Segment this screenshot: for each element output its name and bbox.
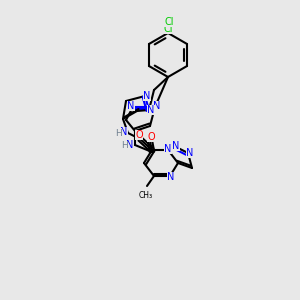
Text: N: N: [120, 127, 128, 137]
Text: N: N: [164, 144, 172, 154]
Text: N: N: [172, 141, 180, 151]
Text: CH₃: CH₃: [139, 191, 153, 200]
Text: H: H: [115, 128, 122, 137]
Text: O: O: [147, 132, 155, 142]
Text: Cl: Cl: [164, 17, 174, 27]
Text: N: N: [186, 148, 194, 158]
Text: N: N: [147, 105, 155, 115]
Text: N: N: [127, 101, 135, 111]
Text: H: H: [121, 142, 128, 151]
Text: N: N: [167, 172, 175, 182]
Text: Cl: Cl: [163, 24, 173, 34]
Text: O: O: [135, 130, 143, 140]
Text: N: N: [126, 140, 134, 150]
Text: N: N: [143, 91, 151, 101]
Text: N: N: [153, 101, 161, 111]
